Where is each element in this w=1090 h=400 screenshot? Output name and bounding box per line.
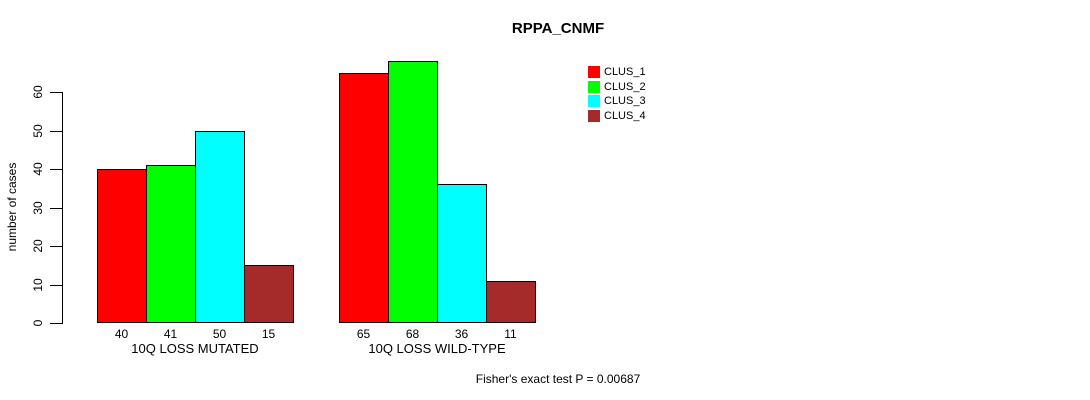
bar-clus_2-group1 — [146, 165, 196, 323]
legend-label: CLUS_4 — [604, 109, 646, 122]
legend-item-clus_3: CLUS_3 — [588, 94, 646, 109]
bar-clus_1-group1 — [97, 169, 147, 323]
bar-clus_4-group1 — [244, 265, 294, 323]
legend-swatch-icon — [588, 95, 600, 108]
y-tick-mark — [50, 92, 62, 93]
y-tick-mark — [50, 130, 62, 132]
bar-value-label: 68 — [405, 327, 420, 341]
y-tick-label: 50 — [31, 123, 45, 138]
bar-clus_2-group2 — [388, 61, 438, 323]
bar-value-label: 11 — [504, 327, 517, 341]
legend-label: CLUS_2 — [604, 80, 646, 93]
chart-title: RPPA_CNMF — [511, 20, 605, 37]
bar-value-label: 15 — [261, 327, 276, 341]
legend-swatch-icon — [588, 80, 600, 93]
bar-clus_1-group2 — [339, 72, 389, 323]
y-tick-label: 60 — [31, 85, 45, 99]
bar-clus_3-group1 — [195, 130, 245, 323]
annotation-fishers-test: Fisher's exact test P = 0.00687 — [475, 372, 641, 386]
y-tick-label: 30 — [31, 200, 45, 215]
legend-label: CLUS_1 — [604, 66, 646, 79]
y-tick-label: 0 — [31, 319, 45, 327]
legend-label: CLUS_3 — [604, 95, 646, 108]
y-tick-mark — [50, 246, 62, 247]
y-tick-label: 10 — [31, 277, 45, 292]
category-label: 10Q LOSS MUTATED — [131, 341, 259, 356]
y-axis-label: number of cases — [5, 162, 19, 252]
y-axis-line — [62, 92, 63, 324]
bar-value-label: 36 — [454, 327, 469, 341]
bar-value-label: 50 — [212, 327, 227, 341]
legend-swatch-icon — [588, 66, 600, 79]
legend-item-clus_1: CLUS_1 — [588, 65, 646, 80]
category-label: 10Q LOSS WILD-TYPE — [368, 341, 506, 356]
y-tick-label: 40 — [31, 162, 45, 176]
y-tick-mark — [50, 207, 62, 209]
bar-clus_4-group2 — [486, 280, 536, 323]
bar-value-label: 65 — [356, 327, 371, 341]
y-tick-mark — [50, 323, 62, 324]
legend: CLUS_1 CLUS_2 CLUS_3 CLUS_4 — [588, 65, 646, 123]
bar-clus_3-group2 — [437, 184, 487, 323]
y-tick-label: 20 — [31, 239, 45, 253]
bar-value-label: 40 — [114, 327, 129, 341]
legend-item-clus_2: CLUS_2 — [588, 80, 646, 95]
legend-item-clus_4: CLUS_4 — [588, 109, 646, 124]
y-tick-mark — [50, 284, 62, 286]
y-tick-mark — [50, 169, 62, 170]
legend-swatch-icon — [588, 109, 600, 122]
bar-value-label: 41 — [163, 327, 178, 341]
